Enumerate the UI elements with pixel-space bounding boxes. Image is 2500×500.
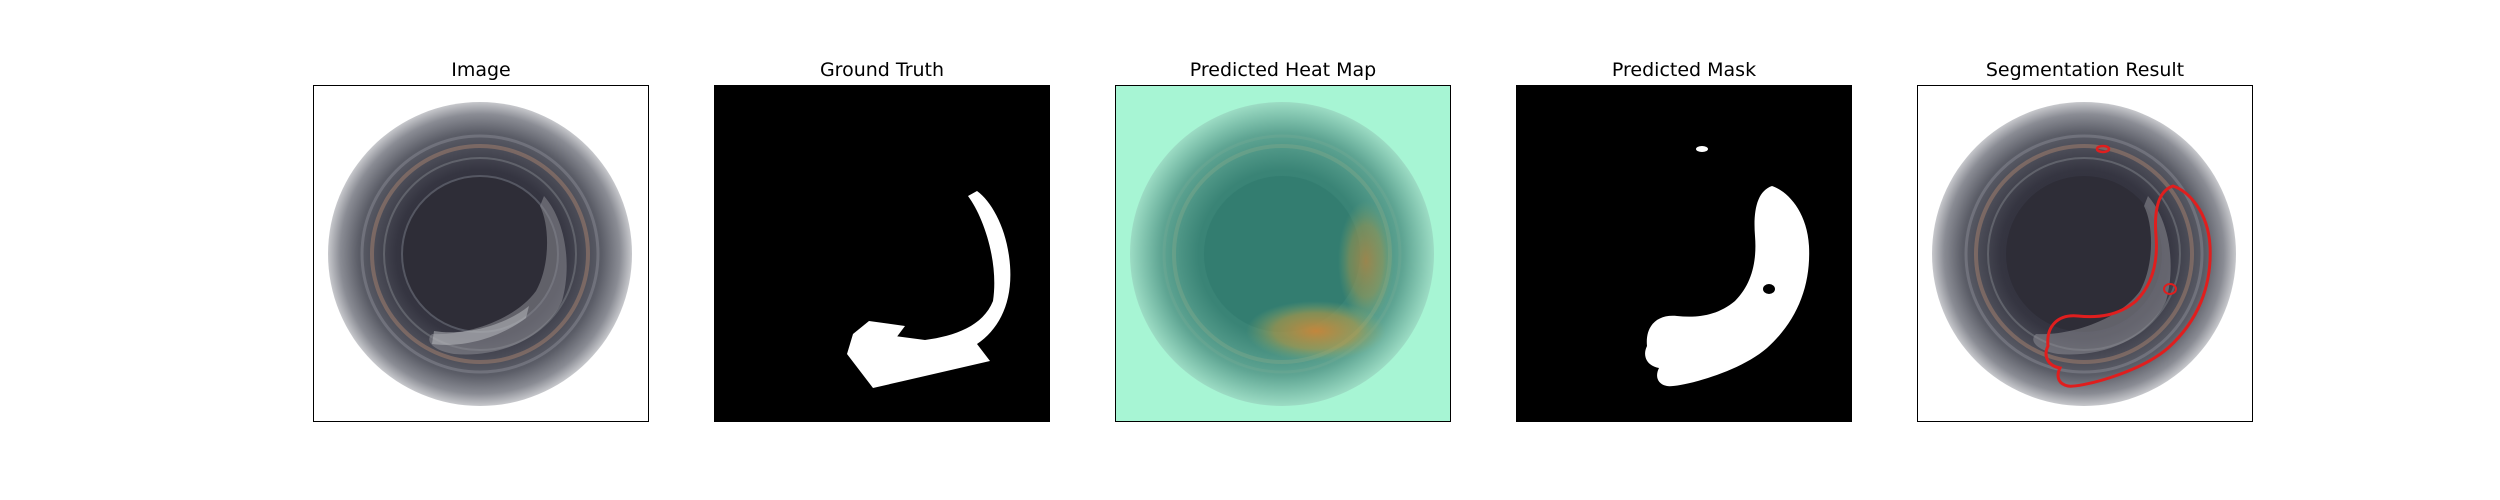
heatmap-frame (1115, 85, 1451, 422)
panel-title: Ground Truth (819, 59, 945, 81)
panel-title: Image (451, 59, 511, 81)
panel-title: Predicted Mask (1611, 59, 1757, 81)
ground-truth-mask (715, 86, 1049, 421)
predicted-mask-frame (1516, 85, 1852, 422)
image-frame (313, 85, 649, 422)
panel-title: Segmentation Result (1985, 59, 2185, 81)
ground-truth-frame (714, 85, 1050, 422)
segmentation-image (1918, 86, 2252, 421)
panel-title: Predicted Heat Map (1189, 59, 1377, 81)
bottle-image (314, 86, 648, 421)
heatmap-image (1116, 86, 1450, 421)
segmentation-contour (2044, 184, 2212, 388)
segmentation-frame (1917, 85, 2253, 422)
predicted-mask (1517, 86, 1851, 421)
